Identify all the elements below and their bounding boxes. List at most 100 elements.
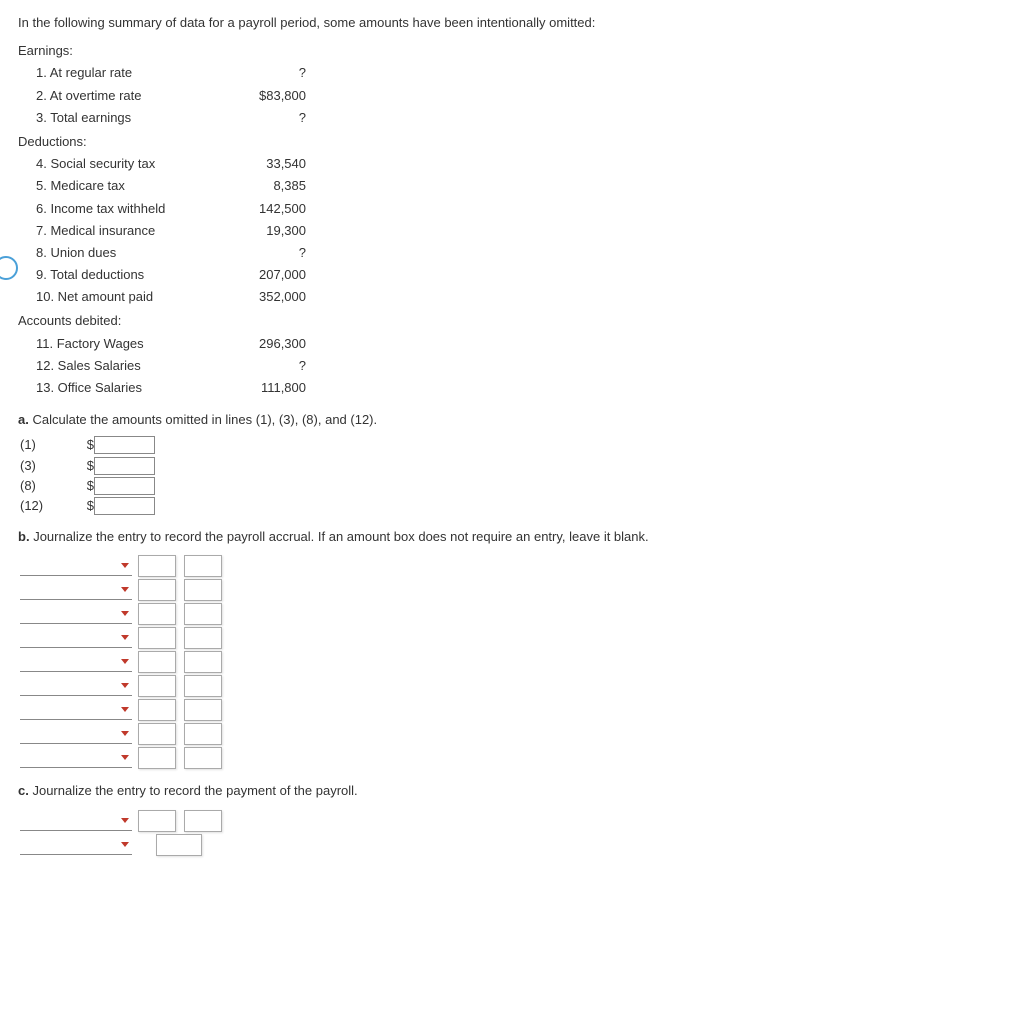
row-value: ? [226,64,306,82]
debit-input[interactable] [138,723,176,745]
row-label: 12. Sales Salaries [36,357,226,375]
account-dropdown[interactable] [20,748,132,768]
credit-input[interactable] [184,723,222,745]
account-dropdown[interactable] [20,652,132,672]
journal-row [20,698,1006,722]
accounts-heading: Accounts debited: [18,312,1006,330]
deductions-row-6: 6. Income tax withheld 142,500 [18,198,1006,220]
credit-input[interactable] [184,699,222,721]
dollar-sign: $ [80,477,94,495]
row-value: 207,000 [226,266,306,284]
debit-input[interactable] [138,675,176,697]
row-label: 7. Medical insurance [36,222,226,240]
question-a-text: Calculate the amounts omitted in lines (… [32,412,377,427]
deductions-row-7: 7. Medical insurance 19,300 [18,220,1006,242]
account-dropdown[interactable] [20,676,132,696]
deductions-row-4: 4. Social security tax 33,540 [18,153,1006,175]
account-dropdown[interactable] [20,628,132,648]
deductions-row-8: 8. Union dues ? [18,242,1006,264]
journal-row [20,674,1006,698]
chevron-down-icon [120,584,130,594]
deductions-section: Deductions: 4. Social security tax 33,54… [18,133,1006,309]
answer-input-3[interactable] [94,457,155,475]
credit-input[interactable] [184,651,222,673]
row-label: 6. Income tax withheld [36,200,226,218]
journal-row [20,746,1006,770]
accounts-row-11: 11. Factory Wages 296,300 [18,333,1006,355]
row-value: ? [226,244,306,262]
credit-input[interactable] [184,810,222,832]
row-value: 352,000 [226,288,306,306]
chevron-down-icon [120,680,130,690]
row-label: 4. Social security tax [36,155,226,173]
account-dropdown[interactable] [20,724,132,744]
row-value: 111,800 [226,379,306,397]
answer-row-12: (12) $ [18,496,1006,516]
row-value: 33,540 [226,155,306,173]
journal-row [20,626,1006,650]
question-b-text: Journalize the entry to record the payro… [33,529,648,544]
question-c-text: Journalize the entry to record the payme… [32,783,357,798]
chevron-down-icon [120,632,130,642]
account-dropdown[interactable] [20,835,132,855]
debit-input[interactable] [138,579,176,601]
debit-input[interactable] [138,627,176,649]
earnings-heading: Earnings: [18,42,1006,60]
journal-b [20,554,1006,770]
question-c: c. Journalize the entry to record the pa… [18,782,1006,800]
journal-row [20,833,1006,857]
chevron-down-icon [120,752,130,762]
earnings-row-2: 2. At overtime rate $83,800 [18,85,1006,107]
deductions-row-9: 9. Total deductions 207,000 [18,264,1006,286]
credit-input[interactable] [156,834,202,856]
journal-row [20,722,1006,746]
account-dropdown[interactable] [20,700,132,720]
answer-input-1[interactable] [94,436,155,454]
debit-input[interactable] [138,810,176,832]
answer-input-12[interactable] [94,497,155,515]
question-b-letter: b. [18,529,30,544]
dollar-sign: $ [80,457,94,475]
chevron-down-icon [120,608,130,618]
journal-row [20,602,1006,626]
earnings-section: Earnings: 1. At regular rate ? 2. At ove… [18,42,1006,129]
debit-input[interactable] [138,651,176,673]
answer-row-8: (8) $ [18,476,1006,496]
row-value: $83,800 [226,87,306,105]
chevron-down-icon [120,704,130,714]
debit-input[interactable] [138,699,176,721]
answers-a: (1) $ (3) $ (8) $ (12) $ [18,435,1006,516]
account-dropdown[interactable] [20,580,132,600]
credit-input[interactable] [184,603,222,625]
row-value: 8,385 [226,177,306,195]
deductions-row-5: 5. Medicare tax 8,385 [18,175,1006,197]
question-b: b. Journalize the entry to record the pa… [18,528,1006,546]
journal-c [20,809,1006,857]
question-a: a. Calculate the amounts omitted in line… [18,411,1006,429]
row-label: 10. Net amount paid [36,288,226,306]
debit-input[interactable] [138,555,176,577]
account-dropdown[interactable] [20,604,132,624]
journal-row [20,809,1006,833]
answer-input-8[interactable] [94,477,155,495]
accounts-section: Accounts debited: 11. Factory Wages 296,… [18,312,1006,399]
answer-row-1: (1) $ [18,435,1006,455]
dollar-sign: $ [80,497,94,515]
earnings-row-3: 3. Total earnings ? [18,107,1006,129]
debit-input[interactable] [138,603,176,625]
side-badge-icon [0,256,18,280]
account-dropdown[interactable] [20,556,132,576]
credit-input[interactable] [184,579,222,601]
journal-row [20,554,1006,578]
credit-input[interactable] [184,555,222,577]
debit-input[interactable] [138,747,176,769]
question-c-letter: c. [18,783,29,798]
answer-label: (12) [18,497,80,515]
accounts-row-12: 12. Sales Salaries ? [18,355,1006,377]
credit-input[interactable] [184,627,222,649]
intro-text: In the following summary of data for a p… [18,14,1006,32]
account-dropdown[interactable] [20,811,132,831]
credit-input[interactable] [184,675,222,697]
journal-row [20,650,1006,674]
credit-input[interactable] [184,747,222,769]
